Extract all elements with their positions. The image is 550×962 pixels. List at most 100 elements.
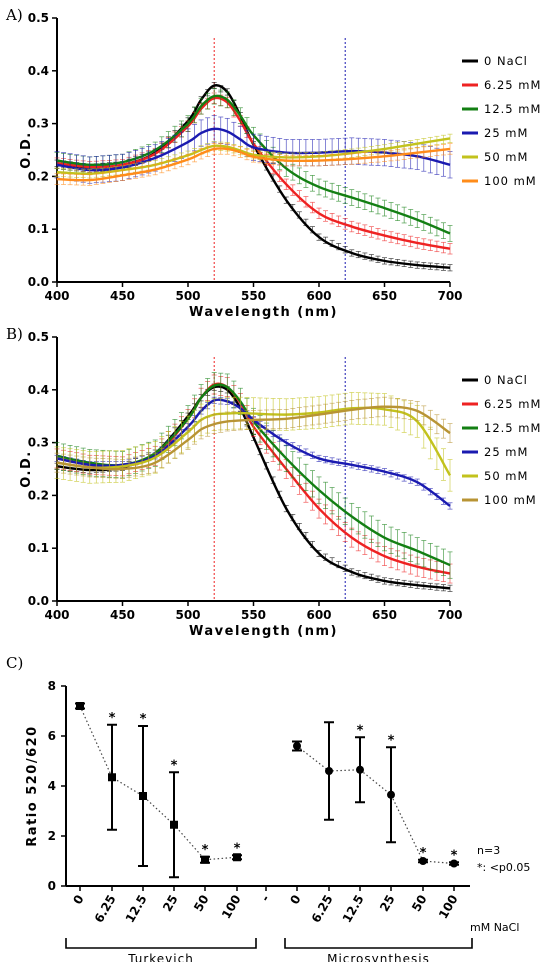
x-tick-label: 650 [372, 289, 397, 303]
y-tick-label: 0 [48, 879, 56, 893]
x-tick-label: 400 [44, 289, 69, 303]
y-tick-label: 0.0 [28, 275, 49, 289]
x-tick-label: 700 [437, 289, 462, 303]
significance-note: *: <p0.05 [477, 861, 530, 874]
x-tick-label: 6.25 [309, 893, 336, 926]
significance-marker: * [140, 712, 147, 727]
data-point [139, 792, 147, 800]
connector-line [296, 745, 455, 865]
y-tick-label: 0.3 [28, 117, 49, 131]
significance-marker: * [202, 843, 209, 858]
y-tick-label: 2 [48, 829, 56, 843]
series-line [56, 405, 451, 471]
x-tick-label: 650 [372, 608, 397, 622]
x-tick-label: 0 [70, 893, 86, 907]
y-tick-label: 0.1 [28, 541, 49, 555]
x-tick-label: 500 [175, 608, 200, 622]
data-point [293, 742, 301, 750]
data-point [201, 855, 209, 864]
sample-size-note: n=3 [477, 844, 500, 857]
x-tick-label: 550 [241, 289, 266, 303]
y-tick-label: 6 [48, 729, 56, 743]
panel-label: A) [5, 6, 23, 24]
legend-label: 50 mM [484, 469, 528, 483]
significance-marker: * [234, 841, 241, 856]
series-2 [54, 87, 453, 242]
ratio-chart [61, 685, 473, 949]
significance-marker: * [420, 846, 427, 861]
legend-label: 100 mM [484, 493, 537, 507]
significance-marker: * [388, 733, 395, 748]
x-tick-label: 450 [110, 289, 135, 303]
x-tick-label: 6.25 [92, 893, 119, 926]
significance-marker: * [451, 848, 458, 863]
data-point [76, 702, 84, 710]
legend-label: 25 mM [484, 126, 528, 140]
y-tick-label: 0.4 [28, 383, 49, 397]
x-axis-label: Wavelength (nm) [189, 624, 338, 639]
series-line [56, 94, 451, 235]
x-tick-label: 500 [175, 289, 200, 303]
y-tick-label: 0.2 [28, 488, 49, 502]
x-tick-label: 25 [377, 893, 397, 914]
legend-label: 50 mM [484, 150, 528, 164]
x-tick-label: 600 [306, 289, 331, 303]
od-chart-a [52, 17, 478, 287]
legend-label: 12.5 mM [484, 102, 541, 116]
y-tick-label: 4 [48, 779, 56, 793]
y-tick-label: 8 [48, 679, 56, 693]
significance-marker: * [171, 758, 178, 773]
group-bracket [284, 938, 473, 949]
x-tick-label: 100 [436, 893, 461, 922]
y-tick-label: 0.0 [28, 594, 49, 608]
y-tick-label: 0.1 [28, 222, 49, 236]
group-turkevich [65, 702, 257, 949]
unit-label: mM NaCl [470, 921, 519, 934]
y-tick-label: 0.5 [28, 330, 49, 344]
y-tick-label: 0.5 [28, 11, 49, 25]
legend-label: 0 NaCl [484, 54, 528, 68]
panel-label: C) [6, 654, 23, 672]
data-point [387, 790, 395, 799]
x-tick-label: 550 [241, 608, 266, 622]
legend-label: 0 NaCl [484, 373, 528, 387]
series-line [56, 147, 451, 182]
y-tick-label: 0.3 [28, 436, 49, 450]
significance-marker: * [109, 711, 116, 726]
y-axis-label: Ratio 520/620 [25, 725, 40, 846]
x-tick-label: 50 [409, 893, 429, 914]
y-tick-label: 0.4 [28, 64, 49, 78]
legend-label: 100 mM [484, 174, 537, 188]
data-point [356, 765, 364, 774]
x-tick-label: 12.5 [340, 893, 367, 926]
group-bracket [65, 938, 257, 949]
data-point [325, 767, 333, 775]
x-tick-label: 700 [437, 608, 462, 622]
series-5 [54, 396, 453, 479]
data-point [419, 857, 427, 865]
series-3 [54, 115, 453, 184]
x-tick-label: 400 [44, 608, 69, 622]
series-5 [54, 143, 453, 186]
group-microsynthesis [284, 721, 473, 949]
data-point [108, 773, 116, 782]
x-tick-label: - [258, 892, 273, 903]
group-label: Microsynthesis [327, 952, 430, 962]
group-label: Turkevich [127, 952, 194, 962]
x-tick-label: 450 [110, 608, 135, 622]
od-chart-b [52, 336, 478, 606]
error-bars [54, 115, 453, 184]
data-point [233, 853, 241, 862]
x-tick-label: 600 [306, 608, 331, 622]
data-point [450, 859, 458, 868]
legend-label: 12.5 mM [484, 421, 541, 435]
legend-label: 6.25 mM [484, 78, 541, 92]
connector-line [79, 705, 238, 861]
y-axis-label: O.D. [19, 450, 34, 487]
x-tick-label: 100 [219, 893, 244, 922]
series-1 [54, 92, 453, 255]
significance-marker: * [357, 723, 364, 738]
data-point [170, 820, 178, 829]
x-tick-label: 0 [287, 893, 303, 907]
